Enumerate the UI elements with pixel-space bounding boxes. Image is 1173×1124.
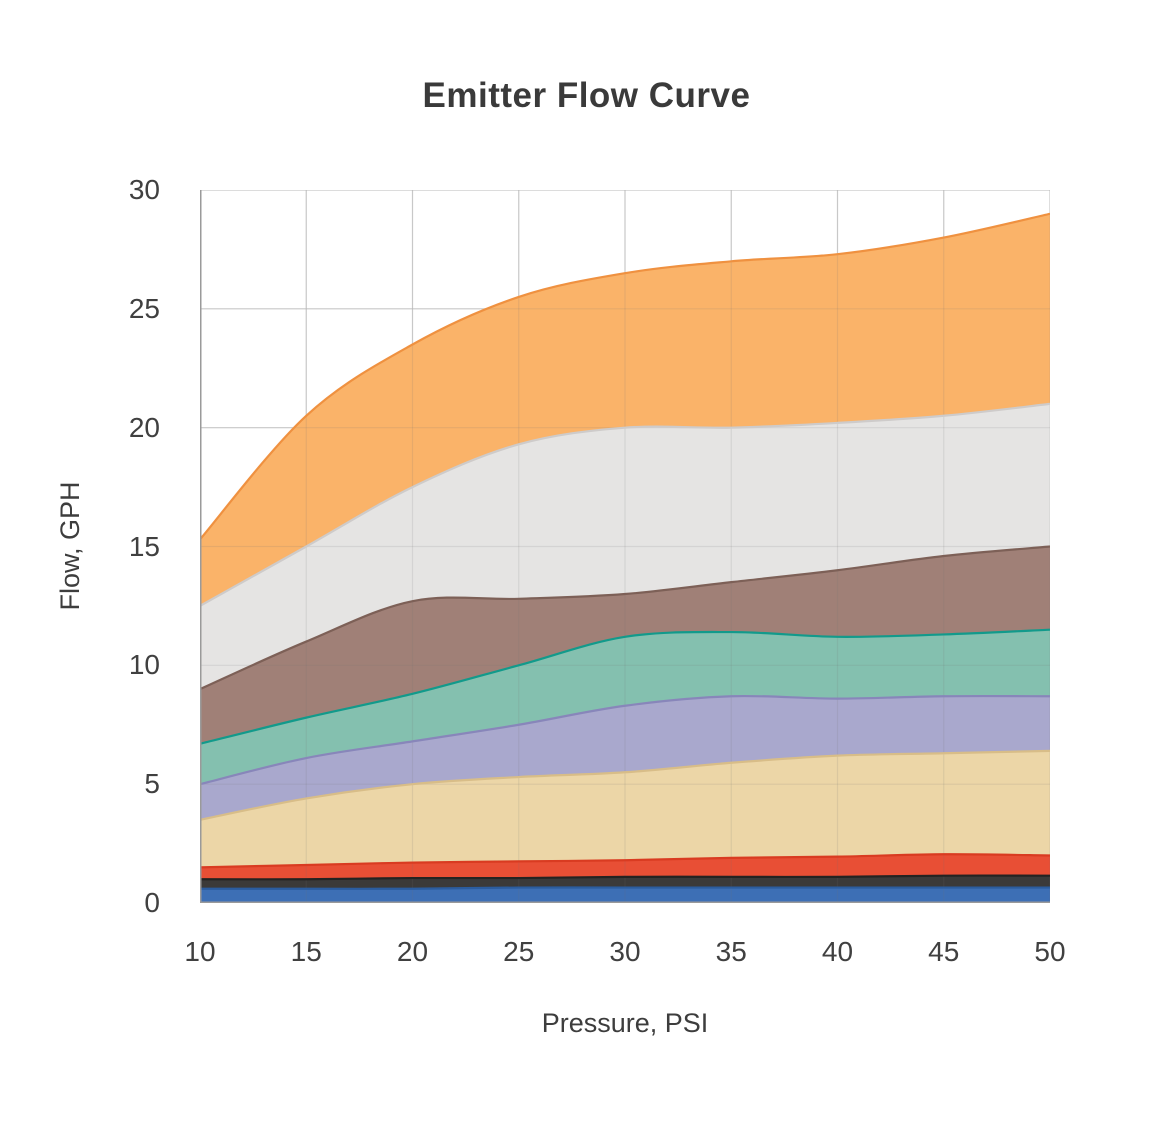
y-tick-label-25: 25	[128, 292, 160, 324]
y-tick-label-0: 0	[144, 887, 160, 918]
band-brown-edge	[200, 545, 1050, 691]
band-black-edge	[200, 874, 1050, 881]
band-red-edge	[200, 853, 1050, 869]
x-tick-label-30: 30	[609, 936, 641, 967]
x-tick-label-15: 15	[290, 936, 322, 967]
x-tick-label-45: 45	[928, 936, 960, 967]
band-orange-edge	[200, 212, 1050, 541]
stacked-area-plot	[200, 190, 1050, 903]
x-tick-label-40: 40	[821, 936, 854, 967]
x-tick-label-50: 50	[1034, 936, 1066, 967]
band-tan-edge	[200, 749, 1050, 821]
band-blue-edge	[200, 886, 1050, 890]
x-tick-label-35: 35	[715, 936, 747, 967]
band-teal-edge	[200, 628, 1050, 745]
x-tick-label-10: 10	[184, 936, 216, 967]
y-tick-label-5: 5	[144, 768, 160, 800]
chart-title: Emitter Flow Curve	[422, 76, 751, 115]
band-gray-edge	[200, 402, 1050, 607]
band-blue-area	[200, 887, 1050, 903]
y-tick-label-20: 20	[128, 411, 160, 443]
y-tick-label-30: 30	[128, 174, 160, 205]
x-tick-label-25: 25	[503, 936, 535, 967]
y-axis-label: Flow, GPH	[55, 481, 85, 611]
x-axis-label: Pressure, PSI	[541, 1008, 709, 1038]
x-tick-label-20: 20	[396, 936, 429, 967]
y-tick-label-10: 10	[128, 649, 160, 681]
y-tick-label-15: 15	[128, 530, 160, 562]
band-purple-edge	[200, 694, 1050, 786]
